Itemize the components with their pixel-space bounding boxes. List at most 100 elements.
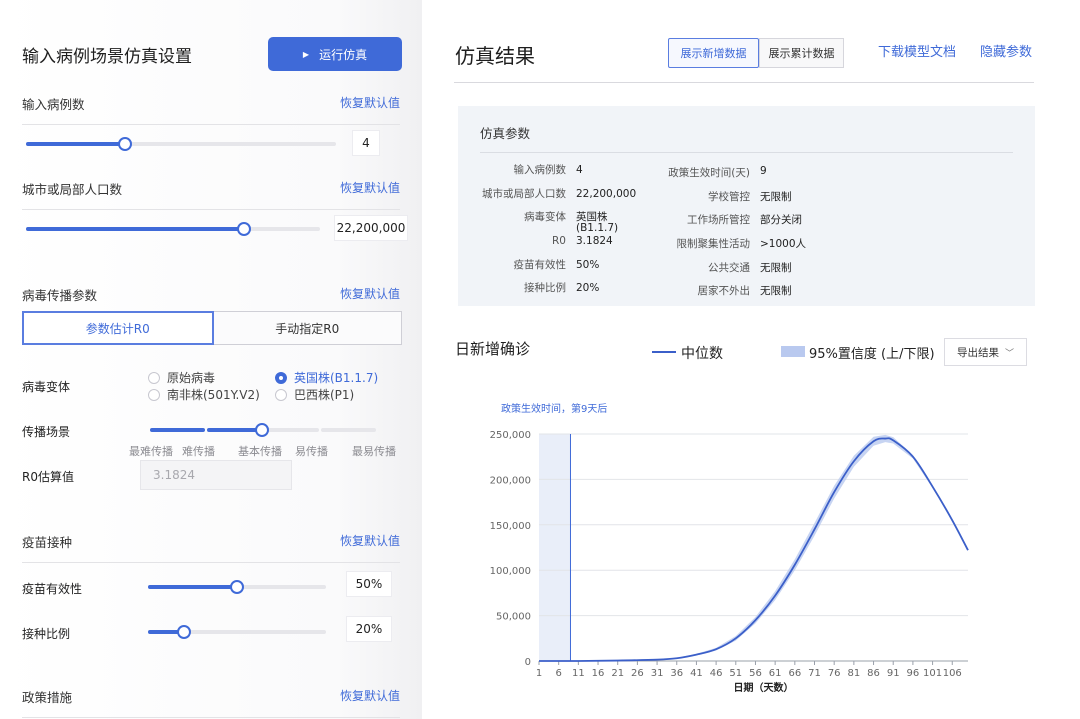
policy-reset-link[interactable]: 恢复默认值: [339, 689, 400, 703]
param-key: 学校管控: [708, 191, 750, 203]
x-tick-label: 96: [907, 668, 920, 679]
results-divider: [454, 82, 1034, 83]
x-tick-label: 51: [729, 668, 742, 679]
x-tick-label: 56: [749, 668, 762, 679]
efficacy-slider-knob[interactable]: [230, 580, 244, 594]
y-tick-label: 0: [525, 657, 531, 668]
policy-annotation: 政策生效时间，第9天后: [501, 404, 608, 415]
cases-reset-link[interactable]: 恢复默认值: [339, 96, 400, 110]
x-tick-label: 41: [690, 668, 703, 679]
coverage-slider[interactable]: [148, 625, 326, 639]
y-tick-label: 50,000: [496, 612, 531, 623]
param-key: 政策生效时间(天): [668, 167, 750, 179]
efficacy-slider[interactable]: [148, 580, 326, 594]
radio-circle-icon: [275, 388, 287, 401]
x-axis-label: 日期（天数）: [734, 681, 794, 694]
param-value: 英国株 (B1.1.7): [576, 211, 619, 234]
virus-params-reset-link[interactable]: 恢复默认值: [339, 287, 400, 301]
radio-original-virus[interactable]: 原始病毒: [148, 369, 215, 386]
scenario-slider[interactable]: [150, 423, 378, 437]
r0-estimate-field[interactable]: 3.1824: [140, 460, 292, 490]
param-value: 20%: [576, 282, 600, 294]
scenario-tick-2: 难传播: [182, 445, 215, 458]
coverage-slider-fill: [148, 630, 184, 634]
population-header: 城市或局部人口数 恢复默认值: [22, 179, 400, 210]
x-tick-label: 101: [923, 668, 942, 679]
population-slider[interactable]: [26, 222, 320, 236]
radio-brazil-variant-label: 巴西株(P1): [294, 388, 355, 402]
play-icon: ▶: [302, 49, 310, 59]
run-simulation-button[interactable]: ▶ 运行仿真: [268, 37, 402, 71]
x-tick-label: 11: [572, 668, 585, 679]
confidence-band: [539, 434, 968, 661]
cases-slider-fill: [26, 142, 126, 146]
tab-manual-r0[interactable]: 手动指定R0: [213, 311, 402, 345]
show-new-data-toggle[interactable]: 展示新增数据: [668, 38, 759, 68]
param-key: 城市或局部人口数: [482, 188, 566, 200]
export-results-dropdown[interactable]: 导出结果 ﹀: [944, 338, 1027, 366]
param-value: 部分关闭: [760, 214, 802, 226]
run-simulation-label: 运行仿真: [319, 47, 368, 62]
vaccine-label: 疫苗接种: [22, 535, 73, 550]
coverage-slider-knob[interactable]: [176, 625, 191, 639]
x-tick-label: 76: [828, 668, 841, 679]
scenario-tick-5: 最易传播: [352, 445, 396, 458]
settings-panel: 输入病例场景仿真设置 ▶ 运行仿真 输入病例数 恢复默认值 4 城市或局部人口数…: [0, 0, 422, 719]
param-key: 接种比例: [524, 282, 566, 294]
param-value: 22,200,000: [576, 188, 637, 200]
radio-uk-variant-label: 英国株(B1.1.7): [294, 371, 379, 385]
population-reset-link[interactable]: 恢复默认值: [339, 181, 400, 195]
simulation-params-card: 仿真参数 输入病例数 4 政策生效时间(天) 9 城市或局部人口数 22,200,000 学…: [458, 106, 1035, 306]
scenario-seg: [264, 428, 319, 432]
param-value: 无限制: [760, 285, 792, 297]
coverage-value[interactable]: 20%: [346, 616, 392, 642]
population-value[interactable]: 22,200,000: [334, 215, 408, 241]
radio-brazil-variant[interactable]: 巴西株(P1): [275, 386, 354, 403]
param-value: 50%: [576, 259, 600, 271]
hide-params-link[interactable]: 隐藏参数: [980, 45, 1033, 60]
y-tick-label: 150,000: [490, 521, 531, 532]
x-tick-label: 106: [943, 668, 962, 679]
population-slider-fill: [26, 227, 244, 231]
radio-selected-icon: [275, 371, 287, 384]
results-title: 仿真结果: [455, 44, 535, 68]
r0-estimate-label: R0估算值: [22, 470, 74, 484]
scenario-tick-4: 易传播: [295, 445, 328, 458]
x-tick-label: 86: [867, 668, 880, 679]
policy-region: [539, 434, 571, 661]
efficacy-value[interactable]: 50%: [346, 571, 392, 597]
show-cumulative-data-toggle[interactable]: 展示累计数据: [759, 38, 844, 68]
param-key: 公共交通: [708, 262, 750, 274]
x-tick-label: 31: [651, 668, 664, 679]
radio-sa-variant[interactable]: 南非株(501Y.V2): [148, 386, 260, 403]
variant-label: 病毒变体: [22, 380, 71, 394]
x-tick-label: 61: [769, 668, 782, 679]
legend-median-label: 中位数: [681, 346, 723, 362]
settings-title: 输入病例场景仿真设置: [22, 47, 192, 67]
params-divider: [480, 152, 1013, 153]
cases-slider-knob[interactable]: [118, 137, 133, 151]
radio-original-virus-label: 原始病毒: [167, 371, 216, 385]
param-value: 无限制: [760, 191, 792, 203]
virus-params-header: 病毒传播参数 恢复默认值: [22, 285, 400, 315]
population-label: 城市或局部人口数: [22, 182, 123, 197]
x-tick-label: 36: [670, 668, 683, 679]
x-tick-label: 21: [611, 668, 624, 679]
vaccine-reset-link[interactable]: 恢复默认值: [339, 534, 400, 548]
scenario-slider-knob[interactable]: [255, 423, 269, 437]
policy-header: 政策措施 恢复默认值: [22, 687, 400, 718]
cases-header: 输入病例数 恢复默认值: [22, 94, 400, 125]
population-slider-knob[interactable]: [236, 222, 251, 236]
policy-label: 政策措施: [22, 690, 73, 705]
cases-slider[interactable]: [26, 137, 336, 151]
download-model-doc-link[interactable]: 下载模型文档: [878, 45, 957, 60]
param-key: 病毒变体: [524, 211, 566, 223]
radio-circle-icon: [148, 388, 160, 401]
x-tick-label: 26: [631, 668, 644, 679]
params-title: 仿真参数: [480, 126, 531, 141]
r0-mode-tabs: 参数估计R0 手动指定R0: [22, 311, 402, 345]
tab-estimate-r0[interactable]: 参数估计R0: [22, 311, 214, 345]
cases-value[interactable]: 4: [352, 130, 380, 156]
param-key: 疫苗有效性: [513, 259, 567, 271]
radio-uk-variant[interactable]: 英国株(B1.1.7): [275, 369, 378, 386]
